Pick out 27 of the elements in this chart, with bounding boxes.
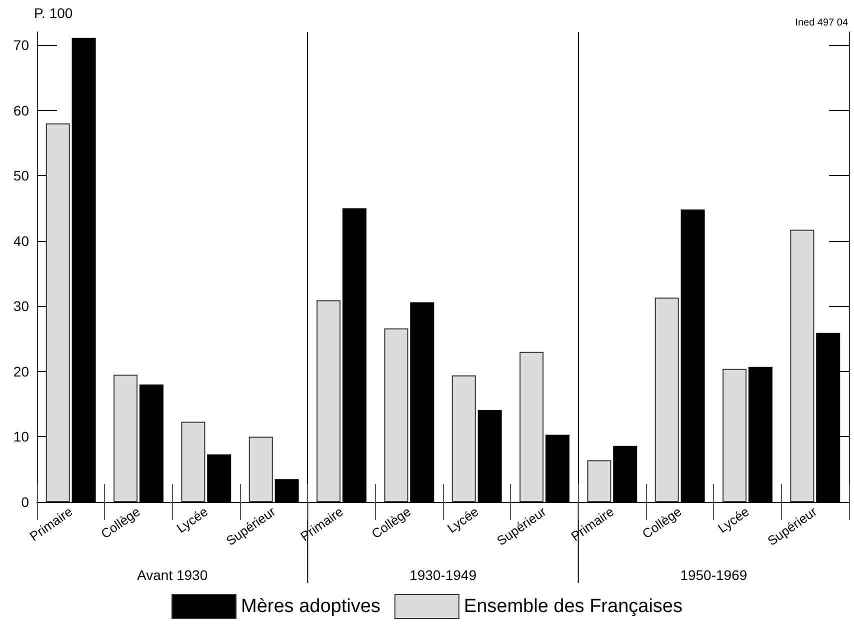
bar: [316, 300, 341, 502]
bar: [790, 230, 814, 502]
bar: [181, 422, 206, 502]
bar: [654, 298, 679, 502]
y-tick-label: 30: [13, 298, 30, 314]
text: 1930-1949: [410, 567, 477, 583]
text: 1950-1969: [680, 567, 748, 583]
y-tick-label: 60: [13, 102, 30, 118]
bar: [722, 368, 747, 502]
bar: [520, 352, 544, 502]
y-axis-title: P. 100: [34, 5, 73, 21]
legend-label: Mères adoptives: [241, 596, 380, 617]
bar: [248, 436, 273, 502]
y-tick-label: 40: [13, 232, 30, 249]
bar: [587, 460, 612, 502]
y-tick-label: 70: [13, 37, 30, 54]
bar: [452, 375, 476, 502]
bar: [384, 328, 408, 502]
bar: [46, 123, 70, 502]
y-tick-label: 50: [13, 168, 30, 184]
y-tick-label: 10: [13, 428, 30, 445]
legend-label: Ensemble des Françaises: [464, 596, 683, 617]
y-tick-label: 20: [13, 363, 30, 380]
text: Avant 1930: [137, 567, 208, 583]
bar: [114, 374, 138, 502]
text: Ined 497 04: [795, 18, 848, 28]
y-tick-label: 0: [21, 494, 30, 510]
